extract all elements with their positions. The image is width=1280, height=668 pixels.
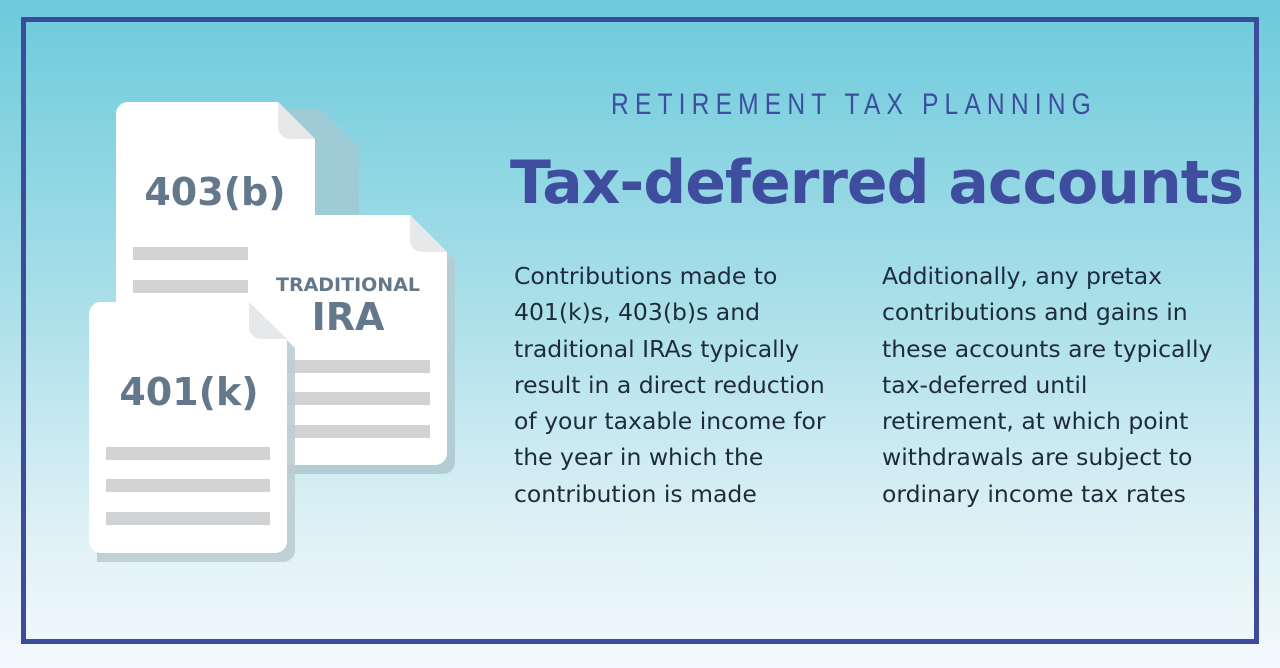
document-traditional-ira: TRADITIONAL IRA: [250, 215, 455, 474]
doc-label-403b: 403(b): [144, 170, 285, 214]
doc-label-traditional: TRADITIONAL: [276, 274, 420, 296]
document-401k: 401(k): [89, 302, 295, 562]
eyebrow-heading: RETIREMENT TAX PLANNING: [611, 88, 1097, 121]
body-column-2: Additionally, any pretax contributions a…: [882, 262, 1213, 508]
page-title: Tax-deferred accounts: [510, 148, 1244, 218]
doc-label-ira: IRA: [312, 295, 385, 339]
doc-label-401k: 401(k): [119, 370, 258, 414]
page-frame: [21, 17, 1259, 644]
body-column-1: Contributions made to 401(k)s, 403(b)s a…: [514, 262, 826, 508]
